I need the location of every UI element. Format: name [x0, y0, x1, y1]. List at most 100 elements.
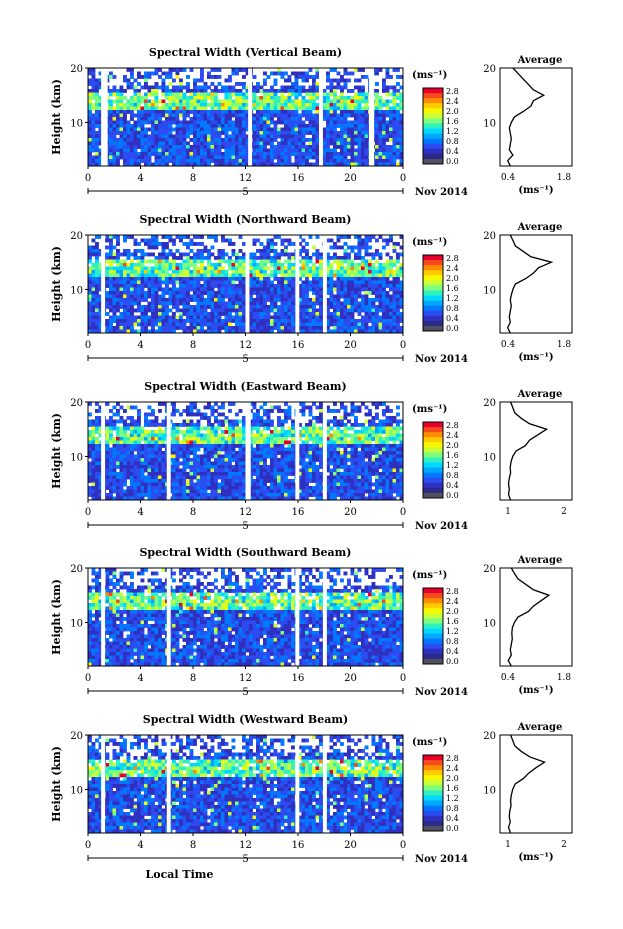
- heatmap-cell: [371, 319, 376, 323]
- heatmap-cell: [284, 120, 288, 125]
- heatmap-cell: [112, 110, 117, 114]
- colorbar-tick-label: 1.6: [446, 117, 459, 126]
- heatmap-cell: [214, 110, 218, 114]
- heatmap-cell: [95, 124, 99, 128]
- heatmap-cell: [186, 440, 190, 445]
- heatmap-cell: [196, 305, 201, 309]
- heatmap-cell: [116, 148, 120, 153]
- heatmap-cell: [91, 280, 96, 285]
- heatmap-cell: [280, 291, 285, 295]
- heatmap-cell: [133, 489, 138, 494]
- heatmap-cell: [189, 92, 194, 97]
- heatmap-cell: [193, 99, 197, 104]
- heatmap-cell: [151, 301, 155, 306]
- heatmap-cell: [392, 110, 397, 114]
- heatmap-cell: [392, 162, 397, 167]
- heatmap-cell: [189, 305, 194, 309]
- heatmap-cell: [347, 110, 351, 114]
- heatmap-cell: [182, 259, 187, 264]
- heatmap-cell: [270, 280, 274, 285]
- heatmap-cell: [326, 326, 330, 330]
- heatmap-cell: [165, 120, 169, 125]
- heatmap-cell: [301, 99, 306, 104]
- heatmap-cell: [119, 440, 124, 445]
- heatmap-cell: [126, 134, 131, 139]
- heatmap-cell: [259, 284, 264, 288]
- heatmap-cell: [298, 315, 302, 320]
- heatmap-cell: [343, 315, 348, 320]
- heatmap-cell: [385, 259, 390, 264]
- heatmap-cell: [371, 277, 376, 281]
- heatmap-cell: [336, 71, 341, 76]
- heatmap-cell: [305, 113, 309, 118]
- heatmap-cell: [273, 96, 278, 100]
- heatmap-cell: [186, 259, 190, 264]
- heatmap-cell: [182, 423, 187, 427]
- heatmap-cell: [137, 155, 141, 160]
- heatmap-cell: [294, 82, 299, 86]
- heatmap-cell: [249, 277, 253, 281]
- heatmap-cell: [336, 238, 341, 243]
- heatmap-cell: [266, 155, 271, 160]
- heatmap-cell: [137, 106, 141, 111]
- heatmap-cell: [137, 496, 141, 501]
- heatmap-cell: [200, 68, 204, 72]
- heatmap-cell: [329, 263, 334, 267]
- heatmap-cell: [333, 256, 337, 260]
- heatmap-cell: [361, 270, 365, 274]
- heatmap-cell: [312, 287, 316, 292]
- heatmap-cell: [98, 475, 103, 480]
- heatmap-cell: [126, 127, 131, 132]
- heatmap-cell: [343, 252, 348, 257]
- heatmap-cell: [231, 287, 236, 292]
- heatmap-cell: [329, 312, 334, 316]
- heatmap-cell: [389, 266, 393, 271]
- heatmap-cell: [315, 319, 320, 323]
- heatmap-cell: [228, 298, 232, 302]
- heatmap-cell: [315, 298, 320, 302]
- heatmap-cell: [112, 75, 117, 79]
- heatmap-cell: [140, 454, 145, 459]
- heatmap-cell: [151, 496, 155, 501]
- heatmap-cell: [263, 148, 267, 153]
- heatmap-cell: [207, 138, 211, 142]
- heatmap-cell: [396, 117, 400, 121]
- heatmap-cell: [375, 103, 379, 107]
- heatmap-cell: [396, 305, 400, 309]
- heatmap-cell: [109, 454, 113, 459]
- heatmap-cell: [95, 461, 99, 466]
- heatmap-cell: [312, 301, 316, 306]
- heatmap-cell: [154, 145, 159, 149]
- heatmap-cell: [98, 305, 103, 309]
- heatmap-cell: [109, 148, 113, 153]
- heatmap-cell: [98, 287, 103, 292]
- heatmap-cell: [172, 89, 176, 93]
- heatmap-cell: [343, 266, 348, 271]
- heatmap-cell: [280, 134, 285, 139]
- heatmap-cell: [350, 245, 355, 250]
- heatmap-cell: [200, 78, 204, 83]
- heatmap-cell: [354, 326, 358, 330]
- heatmap-cell: [210, 319, 215, 323]
- heatmap-cell: [287, 256, 292, 260]
- heatmap-cell: [298, 329, 302, 334]
- heatmap-cell: [231, 127, 236, 132]
- heatmap-cell: [392, 270, 397, 274]
- heatmap-cell: [396, 308, 400, 313]
- heatmap-cell: [340, 312, 344, 316]
- heatmap-cell: [158, 155, 162, 160]
- heatmap-cell: [154, 468, 159, 473]
- heatmap-cell: [266, 294, 271, 299]
- heatmap-cell: [140, 493, 145, 497]
- heatmap-cell: [172, 138, 176, 142]
- heatmap-cell: [333, 120, 337, 125]
- heatmap-cell: [231, 110, 236, 114]
- heatmap-cell: [140, 287, 145, 292]
- heatmap-cell: [147, 110, 152, 114]
- heatmap-cell: [343, 78, 348, 83]
- heatmap-cell: [130, 298, 134, 302]
- heatmap-cell: [305, 252, 309, 257]
- heatmap-cell: [98, 419, 103, 424]
- heatmap-cell: [280, 103, 285, 107]
- heatmap-cell: [91, 117, 96, 121]
